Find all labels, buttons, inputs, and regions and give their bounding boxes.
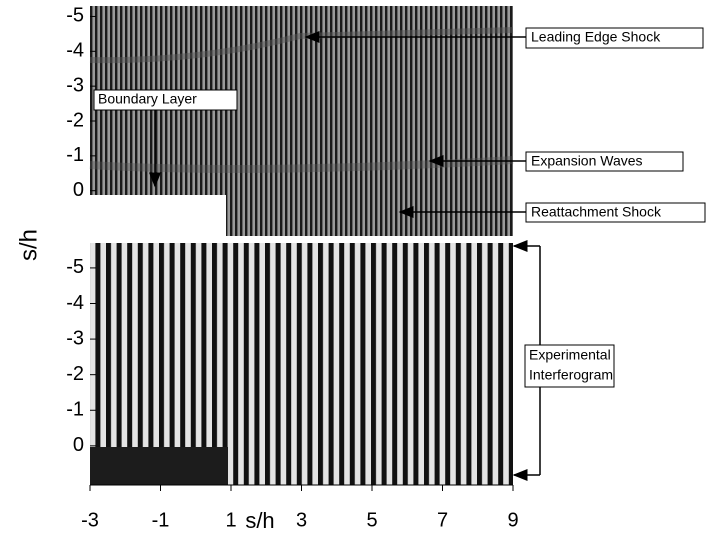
annotation: Leading Edge Shock: [304, 27, 704, 49]
annotation: Experimental Interferogram: [512, 240, 615, 481]
annotation: Reattachment Shock: [398, 202, 706, 223]
x-tick-label: 3: [296, 509, 307, 531]
annotation-text: Experimental: [529, 347, 611, 363]
annotation: Boundary Layer: [93, 89, 238, 188]
annotation-text: Boundary Layer: [98, 91, 197, 107]
x-tick-label: 1: [225, 509, 236, 531]
x-tick-label: 7: [437, 509, 448, 531]
shock-band: [89, 27, 514, 64]
annotation-text: Interferogram: [529, 367, 613, 383]
annotation-text: Expansion Waves: [531, 153, 643, 169]
x-tick-label: 9: [507, 509, 518, 531]
y-tick-label: -4: [66, 40, 84, 62]
y-tick-label: -2: [66, 363, 84, 385]
y-tick-label: -1: [66, 399, 84, 421]
y-tick-label: 0: [73, 179, 84, 201]
wave-band: [89, 156, 514, 173]
annotation: Expansion Waves: [428, 151, 684, 172]
y-tick-label: -5: [66, 256, 84, 278]
annotation-text: Leading Edge Shock: [531, 29, 661, 45]
experimental-interferogram: [90, 243, 513, 485]
x-tick-label: -3: [81, 509, 99, 531]
x-tick-label: 5: [366, 509, 377, 531]
y-axis-label: s/h: [15, 229, 42, 261]
y-tick-label: -3: [66, 74, 84, 96]
y-tick-label: -4: [66, 292, 84, 314]
annotation-text: Reattachment Shock: [531, 204, 662, 220]
step-block: [90, 195, 226, 236]
y-tick-label: -5: [66, 5, 84, 27]
x-tick-label: -1: [152, 509, 170, 531]
y-tick-label: -3: [66, 327, 84, 349]
y-tick-label: 0: [73, 434, 84, 456]
y-tick-label: -1: [66, 144, 84, 166]
step-block: [90, 447, 228, 485]
x-axis-label: s/h: [245, 508, 274, 533]
y-tick-label: -2: [66, 109, 84, 131]
